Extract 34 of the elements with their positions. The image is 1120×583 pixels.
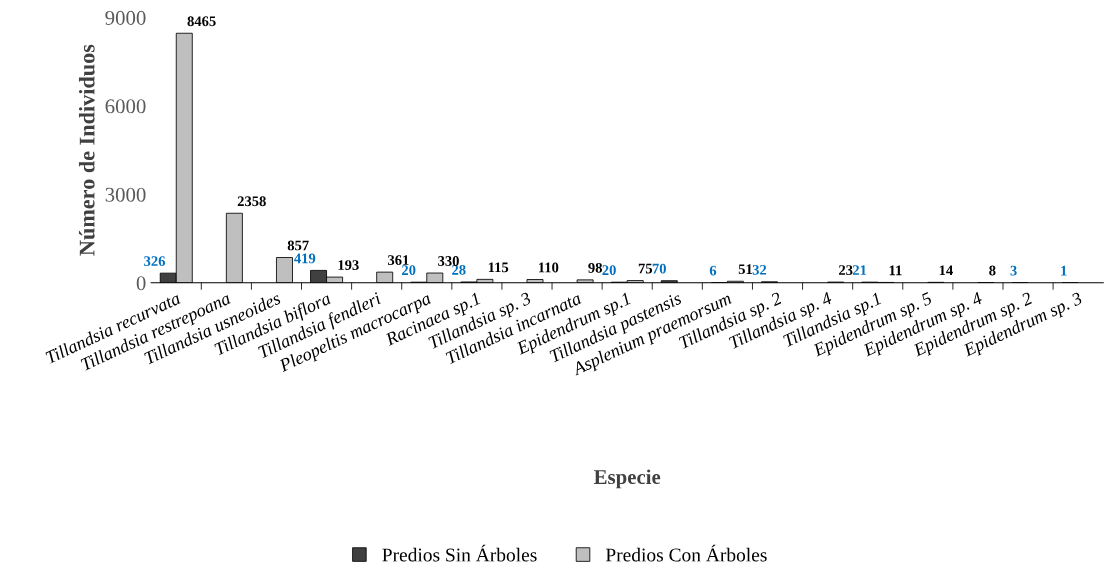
y-axis-title: Número de Individuos [78,44,95,256]
data-label: 8465 [187,16,216,27]
data-label: 361 [388,255,409,265]
data-label: 75 [638,263,653,274]
y-tick-label: 0 [136,276,146,291]
data-label: 20 [402,265,416,276]
data-label: 8 [989,265,996,276]
data-label: 6 [709,265,717,276]
data-label: 14 [939,265,953,276]
data-label: 20 [602,265,616,276]
data-label: 32 [752,264,767,275]
data-label: 330 [438,256,459,266]
y-tick-label: 3000 [105,187,146,202]
x-axis-title: Especie [593,469,661,489]
data-label: 110 [538,262,559,273]
data-label: 857 [287,240,309,251]
data-label: 51 [738,264,753,275]
data-label: 70 [652,263,666,274]
data-label: 98 [588,262,602,273]
data-label: 11 [889,265,902,276]
legend-label: Predios Sin Árboles [382,544,537,562]
data-label: 1 [1061,265,1067,276]
data-label: 326 [144,256,166,267]
data-label: 21 [852,265,867,275]
data-label: 3 [1010,265,1017,276]
data-label: 23 [839,265,853,275]
data-label: 115 [488,262,509,273]
legend-label: Predios Con Árboles [605,544,767,562]
data-label: 28 [452,264,466,275]
data-label: 193 [338,260,359,270]
y-tick-label: 9000 [105,10,146,25]
y-tick-label: 6000 [105,99,146,114]
data-label: 419 [294,253,316,264]
data-label: 2358 [237,196,266,207]
